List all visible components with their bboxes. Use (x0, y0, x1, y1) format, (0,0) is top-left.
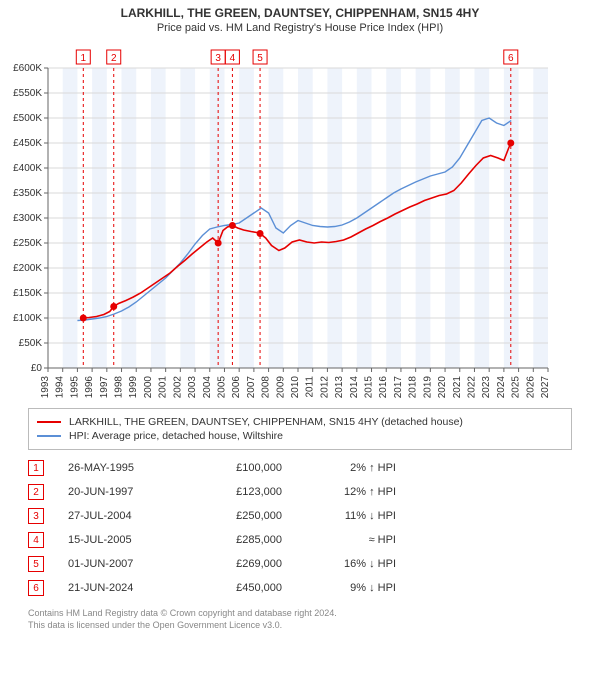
svg-text:1996: 1996 (84, 376, 95, 398)
svg-text:£50K: £50K (19, 338, 43, 349)
event-date: 27-JUL-2004 (68, 510, 178, 522)
svg-text:2002: 2002 (172, 376, 183, 398)
footnote-line-2: This data is licensed under the Open Gov… (28, 620, 572, 632)
event-row: 2 20-JUN-1997 £123,000 12% ↑ HPI (28, 480, 572, 504)
event-date: 26-MAY-1995 (68, 462, 178, 474)
chart-title: LARKHILL, THE GREEN, DAUNTSEY, CHIPPENHA… (0, 0, 600, 20)
event-row: 5 01-JUN-2007 £269,000 16% ↓ HPI (28, 552, 572, 576)
event-diff: 9% ↓ HPI (306, 582, 396, 594)
svg-text:2024: 2024 (496, 376, 507, 398)
event-diff: 16% ↓ HPI (306, 558, 396, 570)
event-date: 01-JUN-2007 (68, 558, 178, 570)
event-price: £123,000 (202, 486, 282, 498)
svg-text:2000: 2000 (143, 376, 154, 398)
svg-text:£600K: £600K (13, 63, 42, 74)
svg-text:2019: 2019 (422, 376, 433, 398)
svg-text:1994: 1994 (55, 376, 66, 398)
price-chart: 1 2 34 5 6 £0 £50K £100K £150K £200K £250K £300K £35… (0, 38, 560, 398)
svg-text:4: 4 (230, 53, 236, 64)
svg-text:2: 2 (111, 53, 117, 64)
events-table: 1 26-MAY-1995 £100,000 2% ↑ HPI 2 20-JUN-1997… (28, 456, 572, 600)
event-number-box: 6 (28, 580, 44, 596)
footnote: Contains HM Land Registry data © Crown c… (28, 608, 572, 631)
svg-text:£550K: £550K (13, 88, 42, 99)
svg-text:2003: 2003 (187, 376, 198, 398)
event-date: 15-JUL-2005 (68, 534, 178, 546)
event-diff: ≈ HPI (306, 534, 396, 546)
event-diff: 2% ↑ HPI (306, 462, 396, 474)
svg-text:2009: 2009 (275, 376, 286, 398)
svg-text:2012: 2012 (319, 376, 330, 398)
svg-text:2022: 2022 (466, 376, 477, 398)
svg-text:2010: 2010 (290, 376, 301, 398)
svg-text:2016: 2016 (378, 376, 389, 398)
svg-text:2017: 2017 (393, 376, 404, 398)
svg-text:2013: 2013 (334, 376, 345, 398)
svg-text:2021: 2021 (452, 376, 463, 398)
svg-text:2001: 2001 (158, 376, 169, 398)
legend-row-red: LARKHILL, THE GREEN, DAUNTSEY, CHIPPENHA… (37, 415, 563, 429)
event-row: 6 21-JUN-2024 £450,000 9% ↓ HPI (28, 576, 572, 600)
event-row: 3 27-JUL-2004 £250,000 11% ↓ HPI (28, 504, 572, 528)
svg-text:2004: 2004 (202, 376, 213, 398)
svg-text:£250K: £250K (13, 238, 42, 249)
svg-text:1999: 1999 (128, 376, 139, 398)
svg-text:2026: 2026 (525, 376, 536, 398)
svg-text:2025: 2025 (511, 376, 522, 398)
event-number-box: 2 (28, 484, 44, 500)
svg-text:2023: 2023 (481, 376, 492, 398)
legend-label-blue: HPI: Average price, detached house, Wilt… (69, 430, 283, 442)
event-diff: 11% ↓ HPI (306, 510, 396, 522)
svg-text:6: 6 (508, 53, 514, 64)
svg-text:£100K: £100K (13, 313, 42, 324)
svg-text:2014: 2014 (349, 376, 360, 398)
svg-text:2008: 2008 (261, 376, 272, 398)
svg-text:2027: 2027 (540, 376, 551, 398)
legend-swatch-red (37, 421, 61, 423)
svg-text:2006: 2006 (231, 376, 242, 398)
svg-text:1998: 1998 (114, 376, 125, 398)
footnote-line-1: Contains HM Land Registry data © Crown c… (28, 608, 572, 620)
svg-text:£200K: £200K (13, 263, 42, 274)
svg-text:2015: 2015 (364, 376, 375, 398)
chart-subtitle: Price paid vs. HM Land Registry's House … (0, 20, 600, 38)
svg-text:£400K: £400K (13, 163, 42, 174)
event-number-box: 5 (28, 556, 44, 572)
event-number-box: 1 (28, 460, 44, 476)
svg-text:2018: 2018 (408, 376, 419, 398)
svg-text:1997: 1997 (99, 376, 110, 398)
event-price: £100,000 (202, 462, 282, 474)
svg-text:1: 1 (81, 53, 87, 64)
legend-box: LARKHILL, THE GREEN, DAUNTSEY, CHIPPENHA… (28, 408, 572, 450)
svg-text:£0: £0 (31, 363, 43, 374)
legend-row-blue: HPI: Average price, detached house, Wilt… (37, 429, 563, 443)
svg-text:2020: 2020 (437, 376, 448, 398)
svg-text:£500K: £500K (13, 113, 42, 124)
svg-text:£450K: £450K (13, 138, 42, 149)
event-diff: 12% ↑ HPI (306, 486, 396, 498)
svg-text:1995: 1995 (69, 376, 80, 398)
svg-text:3: 3 (215, 53, 221, 64)
event-price: £285,000 (202, 534, 282, 546)
svg-text:2005: 2005 (216, 376, 227, 398)
event-row: 1 26-MAY-1995 £100,000 2% ↑ HPI (28, 456, 572, 480)
event-number-box: 4 (28, 532, 44, 548)
svg-text:£150K: £150K (13, 288, 42, 299)
event-price: £269,000 (202, 558, 282, 570)
svg-text:2007: 2007 (246, 376, 257, 398)
event-date: 20-JUN-1997 (68, 486, 178, 498)
svg-text:1993: 1993 (40, 376, 51, 398)
event-row: 4 15-JUL-2005 £285,000 ≈ HPI (28, 528, 572, 552)
svg-text:£300K: £300K (13, 213, 42, 224)
event-price: £250,000 (202, 510, 282, 522)
svg-text:5: 5 (257, 53, 263, 64)
event-number-box: 3 (28, 508, 44, 524)
chart-container: 1 2 34 5 6 £0 £50K £100K £150K £200K £250K £300K £35… (0, 38, 600, 398)
legend-label-red: LARKHILL, THE GREEN, DAUNTSEY, CHIPPENHA… (69, 416, 463, 428)
svg-text:2011: 2011 (305, 376, 316, 398)
event-price: £450,000 (202, 582, 282, 594)
event-date: 21-JUN-2024 (68, 582, 178, 594)
svg-text:£350K: £350K (13, 188, 42, 199)
legend-swatch-blue (37, 435, 61, 437)
